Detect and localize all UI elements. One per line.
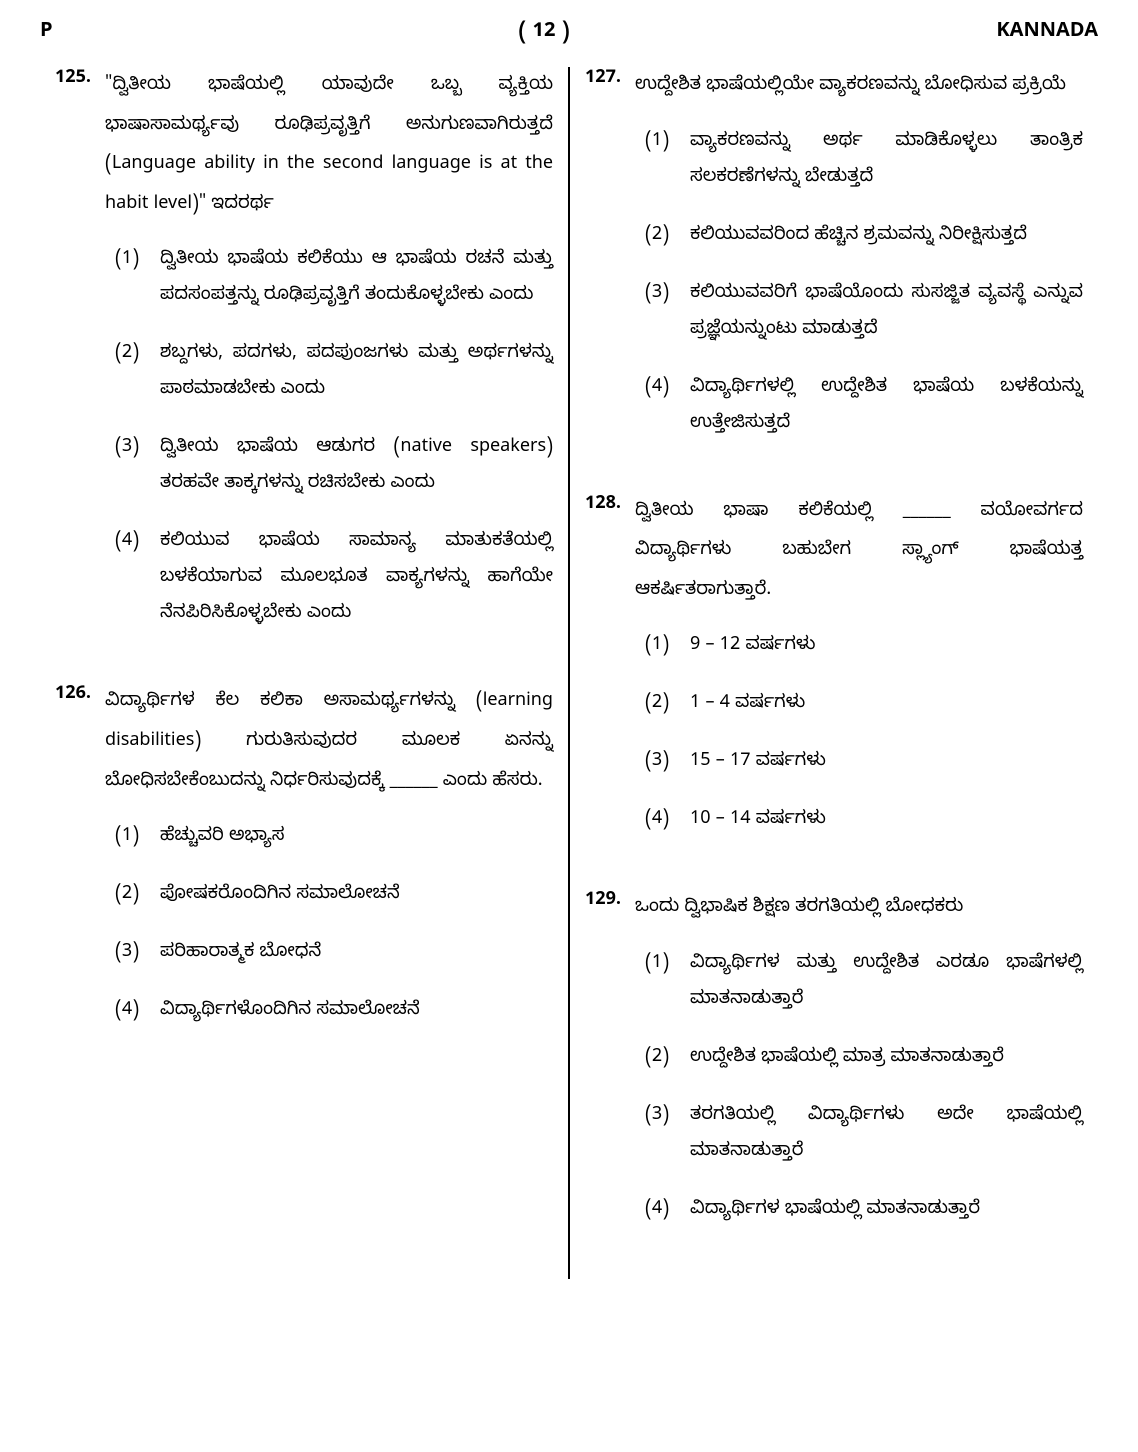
option-text: ವಿದ್ಯಾರ್ಥಿಗಳ ಮತ್ತು ಉದ್ದೇಶಿತ ಎರಡೂ ಭಾಷೆಗಳಲ… (690, 947, 1083, 1019)
page-number: ( 12 ) (140, 20, 948, 47)
content-area: 125. "ದ್ವಿತೀಯ ಭಾಷೆಯಲ್ಲಿ ಯಾವುದೇ ಒಬ್ಬ ವ್ಯಕ… (40, 67, 1098, 1279)
option: (3) ಪರಿಹಾರಾತ್ಮಕ ಬೋಧನೆ (115, 936, 553, 972)
option-number: (2) (115, 878, 145, 914)
option-number: (1) (645, 629, 675, 665)
question-body: ವಿದ್ಯಾರ್ಥಿಗಳ ಕೆಲ ಕಲಿಕಾ ಅಸಾಮರ್ಥ್ಯಗಳನ್ನು (… (105, 683, 553, 1052)
option-text: ತರಗತಿಯಲ್ಲಿ ವಿದ್ಯಾರ್ಥಿಗಳು ಅದೇ ಭಾಷೆಯಲ್ಲಿ ಮ… (690, 1099, 1083, 1171)
question-number: 128. (585, 493, 625, 862)
question-125: 125. "ದ್ವಿತೀಯ ಭಾಷೆಯಲ್ಲಿ ಯಾವುದೇ ಒಬ್ಬ ವ್ಯಕ… (55, 67, 553, 655)
option: (1) ವಿದ್ಯಾರ್ಥಿಗಳ ಮತ್ತು ಉದ್ದೇಶಿತ ಎರಡೂ ಭಾಷ… (645, 947, 1083, 1019)
option-number: (3) (645, 1099, 675, 1171)
option-text: ಪರಿಹಾರಾತ್ಮಕ ಬೋಧನೆ (160, 936, 553, 972)
option-text: 1 – 4 ವರ್ಷಗಳು (690, 687, 1083, 723)
option: (1) ವ್ಯಾಕರಣವನ್ನು ಅರ್ಥ ಮಾಡಿಕೊಳ್ಳಲು ತಾಂತ್ರ… (645, 125, 1083, 197)
option: (4) 10 – 14 ವರ್ಷಗಳು (645, 803, 1083, 839)
option: (1) ದ್ವಿತೀಯ ಭಾಷೆಯ ಕಲಿಕೆಯು ಆ ಭಾಷೆಯ ರಚನೆ ಮ… (115, 243, 553, 315)
options-list: (1) ವಿದ್ಯಾರ್ಥಿಗಳ ಮತ್ತು ಉದ್ದೇಶಿತ ಎರಡೂ ಭಾಷ… (635, 947, 1083, 1229)
option: (3) ದ್ವಿತೀಯ ಭಾಷೆಯ ಆಡುಗರ (native speakers… (115, 431, 553, 503)
question-stem: ವಿದ್ಯಾರ್ಥಿಗಳ ಕೆಲ ಕಲಿಕಾ ಅಸಾಮರ್ಥ್ಯಗಳನ್ನು (… (105, 683, 553, 802)
option: (4) ವಿದ್ಯಾರ್ಥಿಗಳ ಭಾಷೆಯಲ್ಲಿ ಮಾತನಾಡುತ್ತಾರೆ (645, 1193, 1083, 1229)
option-number: (3) (115, 431, 145, 503)
page-header: P ( 12 ) KANNADA (40, 20, 1098, 47)
option-text: ಕಲಿಯುವವರಿಗೆ ಭಾಷೆಯೊಂದು ಸುಸಜ್ಜಿತ ವ್ಯವಸ್ಥೆ … (690, 277, 1083, 349)
option-number: (1) (645, 947, 675, 1019)
header-subject: KANNADA (948, 20, 1098, 47)
option-text: 15 – 17 ವರ್ಷಗಳು (690, 745, 1083, 781)
question-stem: ದ್ವಿತೀಯ ಭಾಷಾ ಕಲಿಕೆಯಲ್ಲಿ ______ ವಯೋವರ್ಗದ … (635, 493, 1083, 612)
option-text: ವಿದ್ಯಾರ್ಥಿಗಳೊಂದಿಗಿನ ಸಮಾಲೋಚನೆ (160, 994, 553, 1030)
option-number: (2) (645, 219, 675, 255)
option: (4) ಕಲಿಯುವ ಭಾಷೆಯ ಸಾಮಾನ್ಯ ಮಾತುಕತೆಯಲ್ಲಿ ಬಳ… (115, 525, 553, 633)
option-text: ಪೋಷಕರೊಂದಿಗಿನ ಸಮಾಲೋಚನೆ (160, 878, 553, 914)
options-list: (1) 9 – 12 ವರ್ಷಗಳು (2) 1 – 4 ವರ್ಷಗಳು (3)… (635, 629, 1083, 839)
option-number: (1) (645, 125, 675, 197)
option-number: (4) (645, 371, 675, 443)
option-number: (4) (645, 1193, 675, 1229)
option-number: (2) (115, 337, 145, 409)
question-129: 129. ಒಂದು ದ್ವಿಭಾಷಿಕ ಶಿಕ್ಷಣ ತರಗತಿಯಲ್ಲಿ ಬೋ… (585, 889, 1083, 1251)
question-127: 127. ಉದ್ದೇಶಿತ ಭಾಷೆಯಲ್ಲಿಯೇ ವ್ಯಾಕರಣವನ್ನು ಬ… (585, 67, 1083, 465)
option-text: ಕಲಿಯುವ ಭಾಷೆಯ ಸಾಮಾನ್ಯ ಮಾತುಕತೆಯಲ್ಲಿ ಬಳಕೆಯಾ… (160, 525, 553, 633)
options-list: (1) ಹೆಚ್ಚುವರಿ ಅಭ್ಯಾಸ (2) ಪೋಷಕರೊಂದಿಗಿನ ಸಮ… (105, 820, 553, 1030)
options-list: (1) ದ್ವಿತೀಯ ಭಾಷೆಯ ಕಲಿಕೆಯು ಆ ಭಾಷೆಯ ರಚನೆ ಮ… (105, 243, 553, 633)
option-number: (3) (115, 936, 145, 972)
option: (4) ವಿದ್ಯಾರ್ಥಿಗಳಲ್ಲಿ ಉದ್ದೇಶಿತ ಭಾಷೆಯ ಬಳಕೆ… (645, 371, 1083, 443)
option: (3) ತರಗತಿಯಲ್ಲಿ ವಿದ್ಯಾರ್ಥಿಗಳು ಅದೇ ಭಾಷೆಯಲ್… (645, 1099, 1083, 1171)
option: (2) ಉದ್ದೇಶಿತ ಭಾಷೆಯಲ್ಲಿ ಮಾತ್ರ ಮಾತನಾಡುತ್ತಾ… (645, 1041, 1083, 1077)
option: (2) ಪೋಷಕರೊಂದಿಗಿನ ಸಮಾಲೋಚನೆ (115, 878, 553, 914)
option-number: (1) (115, 243, 145, 315)
question-stem: ಉದ್ದೇಶಿತ ಭಾಷೆಯಲ್ಲಿಯೇ ವ್ಯಾಕರಣವನ್ನು ಬೋಧಿಸು… (635, 67, 1083, 107)
option-text: ಉದ್ದೇಶಿತ ಭಾಷೆಯಲ್ಲಿ ಮಾತ್ರ ಮಾತನಾಡುತ್ತಾರೆ (690, 1041, 1083, 1077)
option-text: ದ್ವಿತೀಯ ಭಾಷೆಯ ಆಡುಗರ (native speakers) ತರ… (160, 431, 553, 503)
question-number: 126. (55, 683, 95, 1052)
question-body: ದ್ವಿತೀಯ ಭಾಷಾ ಕಲಿಕೆಯಲ್ಲಿ ______ ವಯೋವರ್ಗದ … (635, 493, 1083, 862)
option-number: (2) (645, 1041, 675, 1077)
option-text: ದ್ವಿತೀಯ ಭಾಷೆಯ ಕಲಿಕೆಯು ಆ ಭಾಷೆಯ ರಚನೆ ಮತ್ತು… (160, 243, 553, 315)
option: (2) 1 – 4 ವರ್ಷಗಳು (645, 687, 1083, 723)
question-number: 127. (585, 67, 625, 465)
question-number: 129. (585, 889, 625, 1251)
question-body: ಒಂದು ದ್ವಿಭಾಷಿಕ ಶಿಕ್ಷಣ ತರಗತಿಯಲ್ಲಿ ಬೋಧಕರು … (635, 889, 1083, 1251)
option: (4) ವಿದ್ಯಾರ್ಥಿಗಳೊಂದಿಗಿನ ಸಮಾಲೋಚನೆ (115, 994, 553, 1030)
option-number: (2) (645, 687, 675, 723)
question-stem: "ದ್ವಿತೀಯ ಭಾಷೆಯಲ್ಲಿ ಯಾವುದೇ ಒಬ್ಬ ವ್ಯಕ್ತಿಯ … (105, 67, 553, 225)
option-text: 10 – 14 ವರ್ಷಗಳು (690, 803, 1083, 839)
option-number: (1) (115, 820, 145, 856)
option: (1) ಹೆಚ್ಚುವರಿ ಅಭ್ಯಾಸ (115, 820, 553, 856)
option-number: (4) (115, 525, 145, 633)
left-column: 125. "ದ್ವಿತೀಯ ಭಾಷೆಯಲ್ಲಿ ಯಾವುದೇ ಒಬ್ಬ ವ್ಯಕ… (40, 67, 568, 1279)
option-text: ವ್ಯಾಕರಣವನ್ನು ಅರ್ಥ ಮಾಡಿಕೊಳ್ಳಲು ತಾಂತ್ರಿಕ ಸ… (690, 125, 1083, 197)
option-number: (4) (115, 994, 145, 1030)
option: (1) 9 – 12 ವರ್ಷಗಳು (645, 629, 1083, 665)
option-number: (3) (645, 745, 675, 781)
option-text: ವಿದ್ಯಾರ್ಥಿಗಳ ಭಾಷೆಯಲ್ಲಿ ಮಾತನಾಡುತ್ತಾರೆ (690, 1193, 1083, 1229)
option-number: (4) (645, 803, 675, 839)
options-list: (1) ವ್ಯಾಕರಣವನ್ನು ಅರ್ಥ ಮಾಡಿಕೊಳ್ಳಲು ತಾಂತ್ರ… (635, 125, 1083, 443)
question-126: 126. ವಿದ್ಯಾರ್ಥಿಗಳ ಕೆಲ ಕಲಿಕಾ ಅಸಾಮರ್ಥ್ಯಗಳನ… (55, 683, 553, 1052)
question-128: 128. ದ್ವಿತೀಯ ಭಾಷಾ ಕಲಿಕೆಯಲ್ಲಿ ______ ವಯೋವ… (585, 493, 1083, 862)
option-text: ಶಬ್ದಗಳು, ಪದಗಳು, ಪದಪುಂಜಗಳು ಮತ್ತು ಅರ್ಥಗಳನ್… (160, 337, 553, 409)
option: (2) ಕಲಿಯುವವರಿಂದ ಹೆಚ್ಚಿನ ಶ್ರಮವನ್ನು ನಿರೀಕ್… (645, 219, 1083, 255)
header-left: P (40, 20, 140, 47)
option: (2) ಶಬ್ದಗಳು, ಪದಗಳು, ಪದಪುಂಜಗಳು ಮತ್ತು ಅರ್ಥ… (115, 337, 553, 409)
option-text: 9 – 12 ವರ್ಷಗಳು (690, 629, 1083, 665)
option-number: (3) (645, 277, 675, 349)
question-body: "ದ್ವಿತೀಯ ಭಾಷೆಯಲ್ಲಿ ಯಾವುದೇ ಒಬ್ಬ ವ್ಯಕ್ತಿಯ … (105, 67, 553, 655)
option-text: ಹೆಚ್ಚುವರಿ ಅಭ್ಯಾಸ (160, 820, 553, 856)
question-body: ಉದ್ದೇಶಿತ ಭಾಷೆಯಲ್ಲಿಯೇ ವ್ಯಾಕರಣವನ್ನು ಬೋಧಿಸು… (635, 67, 1083, 465)
option-text: ವಿದ್ಯಾರ್ಥಿಗಳಲ್ಲಿ ಉದ್ದೇಶಿತ ಭಾಷೆಯ ಬಳಕೆಯನ್ನ… (690, 371, 1083, 443)
option: (3) 15 – 17 ವರ್ಷಗಳು (645, 745, 1083, 781)
question-stem: ಒಂದು ದ್ವಿಭಾಷಿಕ ಶಿಕ್ಷಣ ತರಗತಿಯಲ್ಲಿ ಬೋಧಕರು (635, 889, 1083, 929)
option: (3) ಕಲಿಯುವವರಿಗೆ ಭಾಷೆಯೊಂದು ಸುಸಜ್ಜಿತ ವ್ಯವಸ… (645, 277, 1083, 349)
option-text: ಕಲಿಯುವವರಿಂದ ಹೆಚ್ಚಿನ ಶ್ರಮವನ್ನು ನಿರೀಕ್ಷಿಸು… (690, 219, 1083, 255)
right-column: 127. ಉದ್ದೇಶಿತ ಭಾಷೆಯಲ್ಲಿಯೇ ವ್ಯಾಕರಣವನ್ನು ಬ… (570, 67, 1098, 1279)
question-number: 125. (55, 67, 95, 655)
